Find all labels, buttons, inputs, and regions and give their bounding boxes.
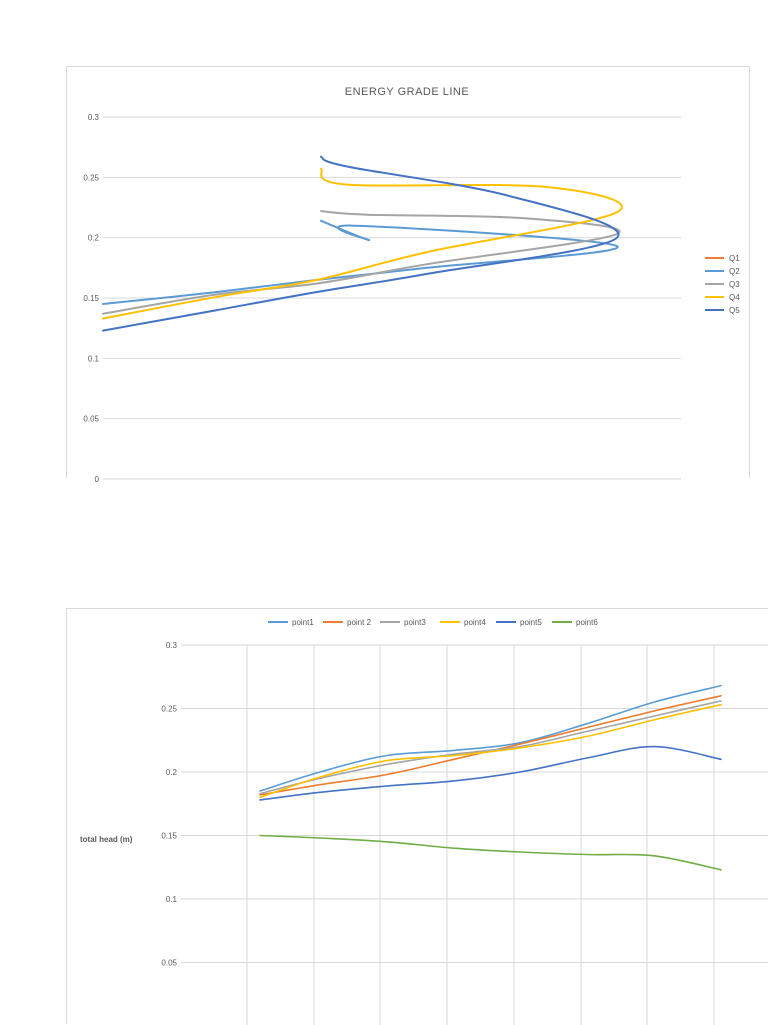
series-line-q4 — [102, 167, 623, 320]
y-tick-label: 0.2 — [166, 768, 178, 777]
y-axis-label: total head (m) — [80, 835, 133, 844]
legend-label-q4: Q4 — [729, 293, 740, 302]
y-tick-label: 0.15 — [161, 832, 177, 841]
series-line-point3 — [259, 700, 722, 795]
chart1-svg: 0 0.05 0.1 0.15 0.2 0.25 0.3 Q1 Q2 Q3 Q4 Q5 ENERGY… — [83, 86, 740, 484]
energy-grade-line-chart: 0 0.05 0.1 0.15 0.2 0.25 0.3 Q1 Q2 Q3 Q4 Q5 ENERGY… — [66, 66, 750, 484]
legend-label-point1: point1 — [292, 618, 314, 627]
y-tick-label: 0 — [95, 475, 100, 484]
series-line-point2 — [259, 695, 722, 796]
y-tick-label: 0.2 — [88, 234, 100, 243]
legend-label-q5: Q5 — [729, 306, 740, 315]
legend-label-point6: point6 — [576, 618, 598, 627]
y-tick-label: 0.15 — [83, 294, 99, 303]
legend-label-point2: point 2 — [347, 618, 372, 627]
y-tick-label: 0.1 — [166, 895, 178, 904]
y-tick-label: 0.25 — [161, 705, 177, 714]
legend-label-point3: point3 — [404, 618, 426, 627]
series-line-q3 — [102, 210, 621, 315]
y-tick-label: 0.1 — [88, 354, 100, 363]
series-line-point4 — [259, 703, 722, 799]
chart2-svg: 0.05 0.1 0.15 0.2 0.25 0.3 point1 point 2 point… — [80, 618, 768, 1025]
legend-label-point4: point4 — [464, 618, 486, 627]
series-line-q2 — [102, 219, 619, 305]
total-head-chart: 0.05 0.1 0.15 0.2 0.25 0.3 point1 point 2 point… — [66, 608, 768, 1025]
y-tick-label: 0.05 — [83, 415, 99, 424]
y-tick-label: 0.3 — [88, 113, 100, 122]
y-tick-label: 0.3 — [166, 641, 178, 650]
series-line-point5 — [259, 745, 722, 801]
y-tick-label: 0.05 — [161, 959, 177, 968]
series-line-point1 — [259, 684, 722, 792]
chart-title: ENERGY GRADE LINE — [345, 86, 469, 98]
legend-label-q3: Q3 — [729, 280, 740, 289]
legend-label-point5: point5 — [520, 618, 542, 627]
legend-label-q2: Q2 — [729, 267, 740, 276]
y-tick-label: 0.25 — [83, 173, 99, 182]
legend-label-q1: Q1 — [729, 254, 740, 263]
series-line-point6 — [259, 834, 722, 871]
series-line-q5 — [102, 155, 620, 332]
